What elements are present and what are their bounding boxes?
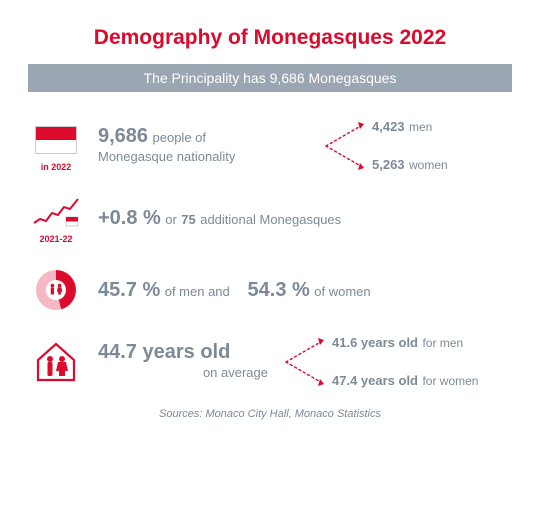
icon-caption: in 2022 [41,162,72,172]
men-count: 4,423 men [372,118,432,136]
age-text: 44.7 years old on average [98,341,268,382]
page-title: Demography of Monegasques 2022 [0,0,540,64]
row-gender: 45.7 % of men and 54.3 % of women [28,254,512,326]
age-split: 41.6 years old for men 47.4 years old fo… [282,332,502,392]
split-arrow-icon [322,116,372,176]
donut-icon [32,271,80,309]
icon-col [28,343,84,381]
population-value: 9,686 [98,125,148,147]
men-age: 41.6 years old for men [332,334,463,352]
row-age: 44.7 years old on average 41.6 years old… [28,326,512,398]
row-population: in 2022 9,686 people of Monegasque natio… [28,110,512,182]
age-value: 44.7 years old [98,341,230,363]
population-text: 9,686 people of Monegasque nationality [98,125,308,166]
women-pct: 54.3 % [248,279,310,301]
growth-text: +0.8 % or 75 additional Monegasques [98,207,512,230]
sources-text: Sources: Monaco City Hall, Monaco Statis… [0,398,540,420]
population-split: 4,423 men 5,263 women [322,116,512,176]
men-pct: 45.7 % [98,279,160,301]
subtitle-banner: The Principality has 9,686 Monegasques [28,64,512,92]
split-arrow-icon [282,332,332,392]
icon-col: in 2022 [28,121,84,172]
women-age: 47.4 years old for women [332,372,478,390]
women-count: 5,263 women [372,156,448,174]
growth-extra-value: 75 [181,212,195,227]
house-people-icon [32,343,80,381]
row-growth: 2021-22 +0.8 % or 75 additional Monegasq… [28,182,512,254]
content-rows: in 2022 9,686 people of Monegasque natio… [0,92,540,398]
icon-caption: 2021-22 [39,234,72,244]
flag-icon [32,121,80,159]
population-line2: Monegasque nationality [98,149,235,164]
growth-value: +0.8 % [98,207,161,229]
icon-col: 2021-22 [28,193,84,244]
icon-col [28,271,84,309]
gender-text: 45.7 % of men and 54.3 % of women [98,279,512,302]
population-unit: people of [153,130,207,145]
trend-icon [32,193,80,231]
